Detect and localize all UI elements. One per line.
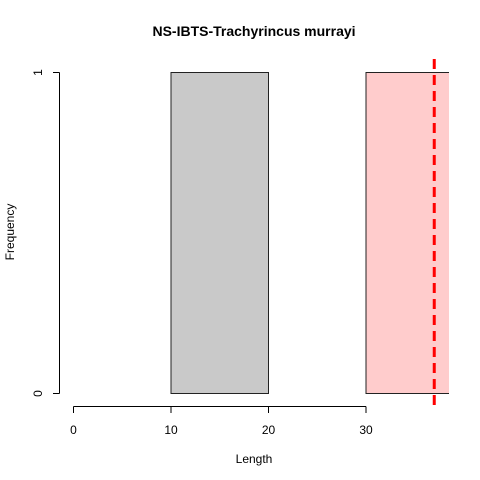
y-axis-label: Frequency bbox=[3, 204, 17, 261]
x-tick-label: 10 bbox=[164, 423, 178, 437]
histogram-bar-0 bbox=[170, 72, 269, 394]
x-tick-label: 30 bbox=[359, 423, 373, 437]
histogram-bar-1 bbox=[365, 72, 449, 394]
x-axis-label: Length bbox=[236, 452, 273, 466]
y-tick-label: 0 bbox=[31, 390, 45, 397]
x-axis: 0 10 20 30 bbox=[70, 406, 373, 437]
y-tick-label: 1 bbox=[31, 69, 45, 76]
y-axis: 01 bbox=[31, 69, 60, 397]
x-tick-label: 0 bbox=[70, 423, 77, 437]
chart-title: NS-IBTS-Trachyrincus murrayi bbox=[152, 23, 355, 39]
x-tick-label: 20 bbox=[262, 423, 276, 437]
bars-group bbox=[170, 72, 449, 394]
